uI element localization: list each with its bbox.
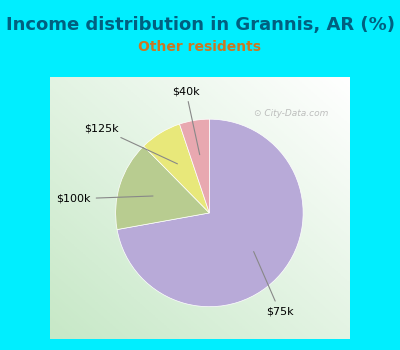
Text: $125k: $125k <box>84 124 178 164</box>
Text: $75k: $75k <box>254 252 294 316</box>
Text: $40k: $40k <box>172 86 200 155</box>
Wedge shape <box>117 119 303 307</box>
Wedge shape <box>144 124 209 213</box>
Text: Income distribution in Grannis, AR (%): Income distribution in Grannis, AR (%) <box>6 16 394 34</box>
Wedge shape <box>180 119 209 213</box>
Text: $100k: $100k <box>56 194 153 204</box>
Wedge shape <box>116 146 209 230</box>
Text: ⊙ City-Data.com: ⊙ City-Data.com <box>254 108 328 118</box>
Text: Other residents: Other residents <box>138 40 262 54</box>
